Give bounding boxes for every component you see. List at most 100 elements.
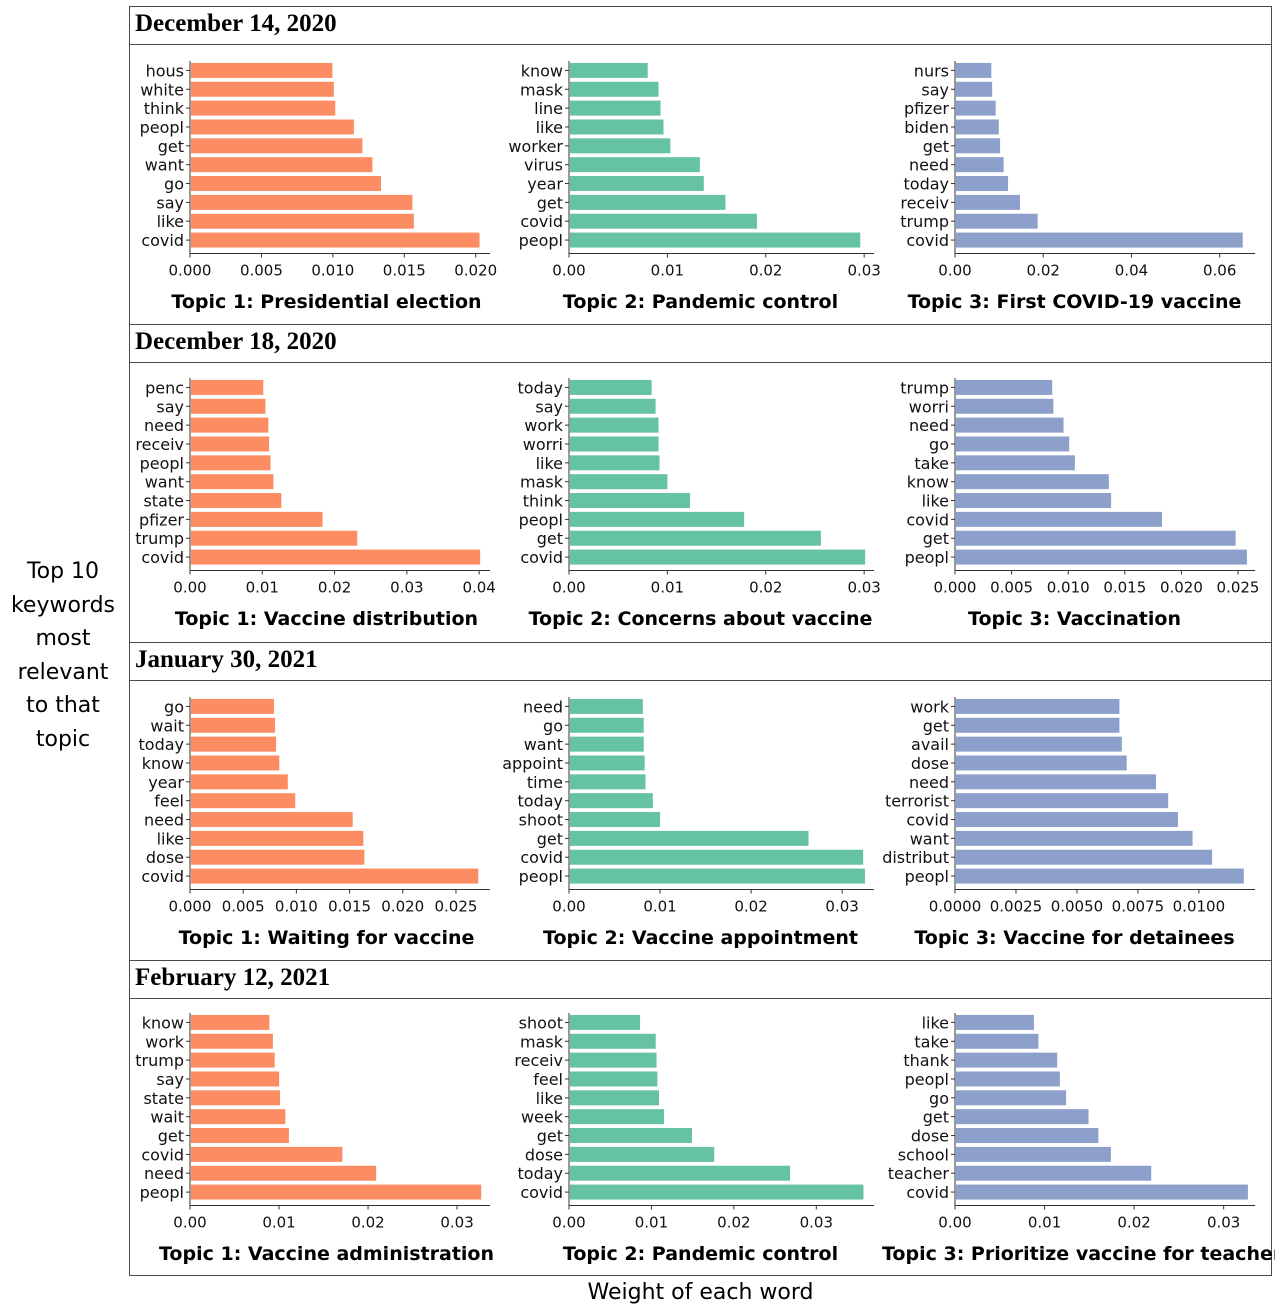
category-label: get bbox=[537, 829, 563, 848]
category-label: line bbox=[534, 99, 563, 118]
category-label: get bbox=[158, 137, 184, 156]
category-label: today bbox=[518, 378, 564, 397]
category-label: covid bbox=[520, 1183, 563, 1202]
category-label: distribut bbox=[882, 848, 949, 867]
bar bbox=[570, 717, 644, 733]
x-tick-label: 0.015 bbox=[383, 262, 426, 280]
category-label: know bbox=[142, 754, 184, 773]
chart-svg: knowmasklinelikeworkervirusyeargetcovidp… bbox=[508, 61, 881, 280]
category-label: need bbox=[909, 416, 949, 435]
bar bbox=[570, 176, 704, 192]
bar bbox=[570, 194, 726, 210]
category-label: know bbox=[907, 473, 949, 492]
category-label: covid bbox=[141, 1145, 184, 1164]
chart-6: trump worri need go take know like covid get peop… bbox=[882, 370, 1267, 642]
bar bbox=[956, 119, 999, 135]
x-tick-label: 0.00 bbox=[552, 898, 585, 916]
chart-11: shoot mask receiv feel like week get dose today c… bbox=[508, 1005, 893, 1277]
bar bbox=[956, 379, 1053, 395]
x-tick-label: 0.005 bbox=[222, 898, 265, 916]
bar bbox=[191, 530, 358, 546]
x-tick-label: 0.04 bbox=[1115, 262, 1148, 280]
bar bbox=[570, 736, 644, 752]
category-label: get bbox=[923, 716, 949, 735]
category-label: covid bbox=[520, 848, 563, 867]
chart-svg: liketakethankpeoplgogetdoseschoolteacher… bbox=[888, 1013, 1255, 1232]
x-tick-label: 0.020 bbox=[454, 262, 497, 280]
bar bbox=[570, 549, 866, 565]
bar bbox=[956, 717, 1120, 733]
x-tick-label: 0.02 bbox=[749, 579, 782, 597]
chart-svg: trumpworrineedgotakeknowlikecovidgetpeop… bbox=[900, 378, 1259, 597]
category-label: peopl bbox=[140, 118, 184, 137]
bar bbox=[570, 868, 865, 884]
x-axis-label: Weight of each word bbox=[587, 1280, 814, 1305]
bar bbox=[191, 549, 481, 565]
bar bbox=[191, 1109, 286, 1125]
bar bbox=[956, 549, 1247, 565]
x-tick-label: 0.03 bbox=[440, 1214, 473, 1232]
bar bbox=[191, 830, 364, 846]
x-tick-label: 0.02 bbox=[1027, 262, 1060, 280]
bar bbox=[570, 1090, 660, 1106]
bar bbox=[191, 379, 264, 395]
section-dec-14-2020: December 14, 2020 bbox=[130, 7, 1271, 324]
bar bbox=[191, 1146, 343, 1162]
bar bbox=[570, 436, 659, 452]
bar bbox=[191, 1033, 273, 1049]
category-label: covid bbox=[141, 867, 184, 886]
category-label: peopl bbox=[519, 510, 563, 529]
bar bbox=[191, 474, 274, 490]
category-label: today bbox=[904, 175, 950, 194]
bar bbox=[570, 1184, 864, 1200]
category-label: take bbox=[914, 1032, 949, 1051]
category-label: dose bbox=[525, 1145, 563, 1164]
bar bbox=[956, 1128, 1099, 1144]
x-tick-label: 0.000 bbox=[934, 579, 977, 597]
x-tick-label: 0.0025 bbox=[990, 898, 1043, 916]
category-label: appoint bbox=[502, 754, 563, 773]
category-label: think bbox=[144, 99, 185, 118]
category-label: white bbox=[140, 80, 184, 99]
bar bbox=[191, 62, 333, 78]
category-label: take bbox=[914, 454, 949, 473]
bar bbox=[570, 530, 821, 546]
chart-title: Topic 2: Pandemic control bbox=[562, 291, 839, 313]
category-label: like bbox=[157, 212, 184, 231]
x-tick-label: 0.0075 bbox=[1112, 898, 1165, 916]
category-label: dose bbox=[911, 754, 949, 773]
bar bbox=[191, 793, 296, 809]
bar bbox=[956, 398, 1054, 414]
bar bbox=[570, 1165, 791, 1181]
bar bbox=[570, 455, 660, 471]
x-tick-label: 0.020 bbox=[1160, 579, 1203, 597]
chart-4: penc say need receiv peopl want state pfizer tru… bbox=[134, 370, 519, 642]
chart-svg: gowaittodayknowyearfeelneedlikedosecovid… bbox=[139, 697, 490, 916]
bar bbox=[956, 436, 1070, 452]
category-label: year bbox=[148, 773, 184, 792]
category-label: terrorist bbox=[885, 792, 949, 811]
x-tick-label: 0.015 bbox=[328, 898, 371, 916]
bar bbox=[956, 474, 1109, 490]
bar bbox=[956, 736, 1122, 752]
bar bbox=[570, 100, 661, 116]
bar bbox=[956, 793, 1169, 809]
category-label: want bbox=[145, 156, 184, 175]
y-axis-label-line: Top 10 bbox=[26, 559, 100, 584]
bar bbox=[570, 119, 664, 135]
category-label: virus bbox=[524, 156, 563, 175]
bar bbox=[956, 812, 1178, 828]
category-label: peopl bbox=[905, 867, 949, 886]
category-label: state bbox=[143, 492, 184, 511]
x-tick-label: 0.01 bbox=[643, 898, 676, 916]
category-label: need bbox=[909, 156, 949, 175]
x-tick-label: 0.00 bbox=[552, 262, 585, 280]
category-label: avail bbox=[911, 735, 949, 754]
category-label: like bbox=[922, 492, 949, 511]
category-label: hous bbox=[146, 61, 184, 80]
category-label: get bbox=[537, 529, 563, 548]
section-header: February 12, 2021 bbox=[130, 961, 1271, 999]
category-label: biden bbox=[904, 118, 949, 137]
category-label: worker bbox=[508, 137, 563, 156]
category-label: like bbox=[536, 1089, 563, 1108]
